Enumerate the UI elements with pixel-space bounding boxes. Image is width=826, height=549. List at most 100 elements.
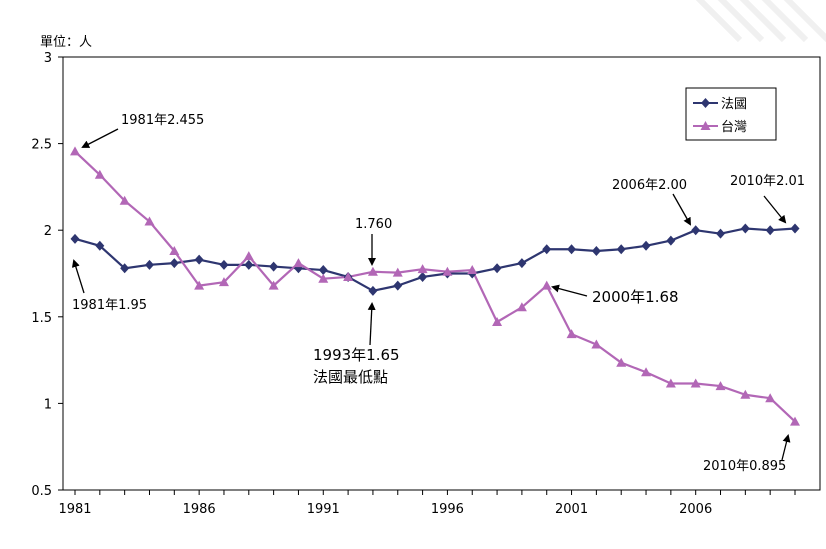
annotation-arrows (71, 128, 791, 461)
data-point-france (616, 244, 626, 255)
y-tick-label: 1.5 (31, 311, 52, 326)
data-point-taiwan (268, 280, 279, 290)
data-point-france (666, 235, 676, 246)
annotation-2006-france: 2006年2.00 (612, 178, 687, 193)
data-point-taiwan (318, 273, 329, 283)
data-point-france (120, 263, 130, 274)
arrow-1981-tw (81, 128, 119, 148)
data-point-taiwan (641, 367, 652, 377)
data-point-taiwan (144, 216, 155, 226)
annotation-1993-taiwan: 1.760 (355, 217, 392, 232)
data-point-france (194, 254, 204, 265)
arrow-2010-tw (781, 434, 791, 461)
y-tick-label: 3 (44, 51, 52, 66)
data-point-taiwan (243, 251, 254, 261)
plot-area (62, 56, 821, 491)
y-tick-label: 2.5 (31, 138, 52, 153)
data-point-france (492, 263, 502, 274)
data-point-taiwan (492, 316, 503, 326)
data-point-taiwan (591, 339, 602, 349)
arrow-1981-fr (71, 259, 85, 294)
x-axis-ticks: 1981 1986 1991 1996 2001 2006 (58, 490, 796, 517)
data-point-france (641, 240, 651, 251)
legend-label-france: 法國 (721, 97, 747, 112)
legend-box (685, 87, 777, 141)
data-point-france (567, 244, 577, 255)
series-line-france (74, 227, 796, 292)
data-point-taiwan (442, 266, 453, 276)
y-axis-ticks: 0.5 1 1.5 2 2.5 3 (31, 51, 63, 499)
x-tick-label: 1996 (431, 502, 464, 517)
x-tick-label: 1986 (183, 502, 216, 517)
decorative-stripes (695, 0, 826, 43)
x-tick-label: 1981 (58, 502, 91, 517)
annotation-2010-france: 2010年2.01 (730, 174, 805, 189)
annotation-1981-taiwan: 1981年2.455 (121, 113, 204, 128)
data-point-taiwan (715, 381, 726, 391)
x-tick-label: 2001 (555, 502, 588, 517)
data-point-france (542, 244, 552, 255)
data-point-taiwan (516, 302, 527, 312)
data-point-taiwan (740, 389, 751, 399)
legend-marker-france (701, 98, 710, 108)
annotation-1993-france-value: 1993年1.65 (313, 346, 400, 364)
data-point-taiwan (417, 264, 428, 274)
data-point-france (716, 228, 726, 239)
arrow-2006-fr (672, 193, 691, 226)
data-point-france (244, 259, 254, 270)
unit-label: 單位：人 (40, 35, 92, 50)
data-point-taiwan (392, 267, 403, 277)
data-point-france (740, 223, 750, 234)
legend-marker-taiwan (700, 121, 711, 130)
data-point-taiwan (218, 277, 229, 287)
annotation-2010-taiwan: 2010年0.895 (703, 459, 786, 474)
data-point-france (517, 258, 527, 269)
data-point-france (219, 259, 229, 270)
annotation-1993-france-note: 法國最低點 (313, 368, 388, 386)
data-point-france (765, 225, 775, 236)
data-point-france (95, 240, 105, 251)
data-point-taiwan (293, 258, 304, 268)
data-point-france (393, 280, 403, 291)
arrow-2010-fr (763, 195, 787, 224)
data-point-taiwan (367, 266, 378, 276)
x-tick-label: 1991 (307, 502, 340, 517)
series-line-taiwan (74, 150, 796, 423)
data-point-taiwan (94, 169, 105, 179)
data-point-taiwan (616, 357, 627, 367)
data-point-taiwan (566, 329, 577, 339)
data-point-france (418, 271, 428, 282)
data-point-france (269, 261, 279, 272)
legend: 法國 台灣 (685, 87, 777, 141)
data-point-taiwan (343, 271, 354, 281)
data-point-france (70, 233, 80, 244)
data-point-taiwan (194, 280, 205, 290)
data-point-taiwan (765, 393, 776, 403)
data-point-france (368, 285, 378, 296)
data-point-taiwan (169, 245, 180, 255)
data-point-taiwan (119, 195, 130, 205)
data-point-taiwan (690, 378, 701, 388)
arrow-2000-tw (551, 284, 588, 297)
data-point-taiwan (467, 265, 478, 275)
data-point-france (691, 225, 701, 236)
annotation-2000-taiwan: 2000年1.68 (592, 288, 679, 306)
data-point-france (591, 245, 601, 256)
data-point-taiwan (70, 146, 80, 156)
y-tick-label: 0.5 (31, 484, 52, 499)
data-point-france (169, 258, 179, 269)
y-tick-label: 2 (44, 224, 52, 239)
data-point-taiwan (541, 280, 552, 290)
y-tick-label: 1 (44, 397, 52, 412)
data-point-france (318, 265, 328, 276)
x-tick-label: 2006 (679, 502, 712, 517)
series-layer (70, 146, 800, 426)
annotation-1981-france: 1981年1.95 (72, 298, 147, 313)
data-point-taiwan (790, 416, 800, 426)
data-point-france (790, 223, 800, 234)
arrow-1993-fr (367, 302, 376, 346)
data-point-france (144, 259, 154, 270)
legend-label-taiwan: 台灣 (721, 120, 747, 135)
